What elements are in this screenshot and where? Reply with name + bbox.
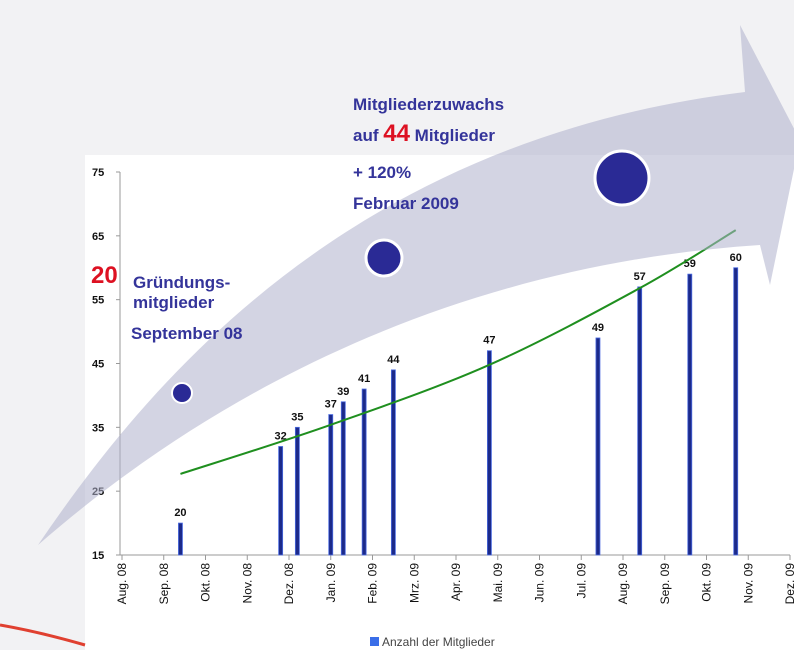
x-tick-label: Feb. 09 bbox=[366, 563, 380, 604]
data-label: 32 bbox=[275, 430, 287, 442]
dot bbox=[171, 382, 193, 404]
bar bbox=[340, 401, 346, 556]
y-tick-label: 55 bbox=[92, 295, 104, 307]
bar bbox=[733, 267, 739, 556]
bar bbox=[328, 414, 334, 556]
annotation: Gründungs- bbox=[133, 273, 230, 292]
annotation-number: 20 bbox=[91, 262, 118, 289]
data-label: 44 bbox=[387, 354, 400, 366]
bar bbox=[486, 350, 492, 556]
dot bbox=[364, 238, 404, 278]
x-tick-label: Dez. 08 bbox=[282, 563, 296, 605]
x-tick-label: Jul. 09 bbox=[574, 563, 588, 599]
x-tick-label: Okt. 08 bbox=[199, 563, 213, 602]
y-tick-label: 35 bbox=[92, 422, 104, 434]
annotation: + 120% bbox=[353, 163, 411, 182]
annotation: Februar 2009 bbox=[353, 194, 459, 213]
growth-arrow bbox=[38, 25, 794, 545]
data-label: 41 bbox=[358, 373, 370, 385]
x-tick-label: Jun. 09 bbox=[533, 563, 547, 603]
dot bbox=[593, 149, 651, 207]
x-tick-label: Sep. 08 bbox=[157, 563, 171, 605]
bar bbox=[178, 522, 183, 556]
data-label: 39 bbox=[337, 386, 349, 398]
bar bbox=[294, 426, 300, 556]
x-tick-label: Apr. 09 bbox=[449, 563, 463, 601]
x-tick-label: Aug. 09 bbox=[616, 563, 630, 605]
y-tick-label: 75 bbox=[92, 167, 104, 179]
x-tick-label: Nov. 09 bbox=[741, 563, 755, 604]
y-tick-label: 65 bbox=[92, 231, 104, 243]
data-label: 37 bbox=[325, 399, 337, 411]
bar bbox=[687, 273, 693, 556]
x-tick-label: Aug. 08 bbox=[115, 563, 129, 605]
x-tick-label: Nov. 08 bbox=[240, 563, 254, 604]
bar bbox=[361, 388, 367, 556]
y-tick-label: 45 bbox=[92, 359, 104, 371]
annotation-part: auf bbox=[353, 126, 379, 145]
data-label: 49 bbox=[592, 322, 604, 334]
data-label: 20 bbox=[174, 507, 186, 519]
x-tick-label: Mrz. 09 bbox=[407, 563, 421, 603]
x-tick-label: Okt. 09 bbox=[700, 563, 714, 602]
annotation: auf 44 Mitglieder bbox=[353, 120, 495, 147]
legend-swatch bbox=[370, 637, 379, 646]
decor-line bbox=[0, 623, 86, 647]
annotation: mitglieder bbox=[133, 293, 215, 312]
bar bbox=[278, 446, 284, 556]
data-label: 47 bbox=[483, 335, 495, 347]
bar bbox=[595, 337, 601, 556]
annotation: Mitgliederzuwachs bbox=[353, 95, 504, 114]
annotation: September 08 bbox=[131, 324, 243, 343]
bar bbox=[637, 286, 643, 556]
bar bbox=[390, 369, 396, 556]
x-tick-label: Mai. 09 bbox=[491, 563, 505, 603]
data-label: 35 bbox=[291, 411, 303, 423]
annotation-part: Mitglieder bbox=[415, 126, 496, 145]
x-tick-label: Sep. 09 bbox=[658, 563, 672, 605]
annotation-number: 44 bbox=[383, 120, 410, 147]
trend-line bbox=[180, 229, 737, 475]
x-tick-label: Dez. 09 bbox=[783, 563, 794, 605]
data-label: 60 bbox=[730, 252, 742, 264]
x-tick-label: Jan. 09 bbox=[324, 563, 338, 603]
legend-label: Anzahl der Mitglieder bbox=[382, 635, 495, 649]
data-label: 57 bbox=[634, 271, 646, 283]
y-tick-label: 15 bbox=[92, 550, 104, 562]
